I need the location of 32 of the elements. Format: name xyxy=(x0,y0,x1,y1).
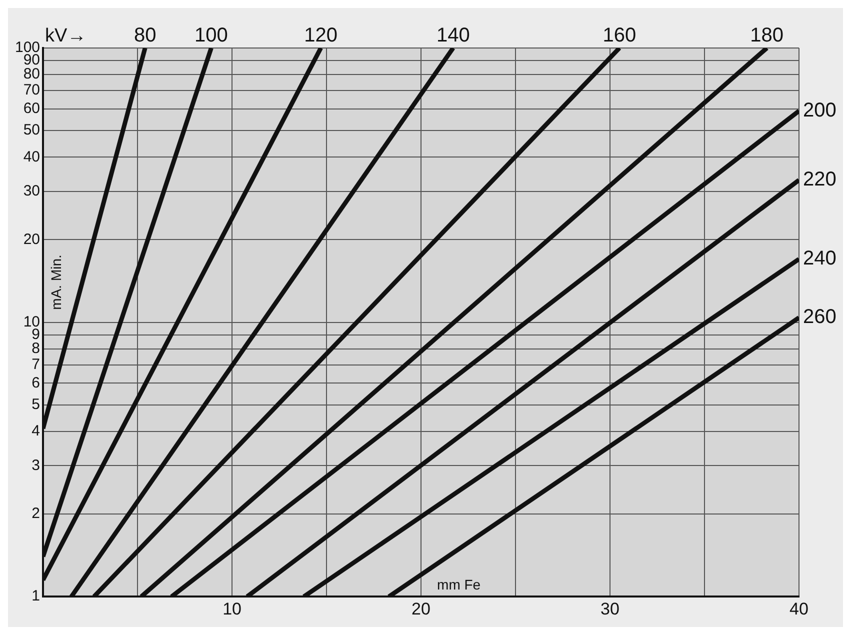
y-axis-title: mA. Min. xyxy=(48,254,64,310)
x-tick-label: 30 xyxy=(600,599,620,618)
y-tick-label: 2 xyxy=(32,505,40,522)
series-label: 220 xyxy=(803,168,836,191)
series-label: 200 xyxy=(803,99,836,122)
y-tick-label: 20 xyxy=(23,230,40,248)
series-label: 160 xyxy=(602,24,636,47)
series-label: 100 xyxy=(194,24,228,47)
y-tick-label: 70 xyxy=(23,82,40,99)
y-tick-label: 40 xyxy=(23,148,40,166)
y-tick-label: 3 xyxy=(32,456,40,474)
y-tick-label: 30 xyxy=(23,182,40,200)
y-tick-label: 8 xyxy=(32,340,40,358)
x-tick-label: 10 xyxy=(222,599,242,618)
y-tick-label: 50 xyxy=(23,122,40,139)
series-label: 260 xyxy=(803,306,836,328)
series-label: 140 xyxy=(436,24,470,47)
y-tick-label: 5 xyxy=(32,396,40,414)
x-axis-title: mm Fe xyxy=(437,576,481,592)
series-label: 240 xyxy=(803,248,836,270)
y-tick-label: 7 xyxy=(32,356,40,373)
y-tick-label: 9 xyxy=(32,326,40,343)
y-tick-label: 60 xyxy=(23,100,40,117)
series-label: 120 xyxy=(304,24,338,47)
y-tick-label: 4 xyxy=(32,422,40,440)
x-tick-label: 20 xyxy=(412,599,430,618)
text: kV→ xyxy=(45,26,86,47)
series-label: 80 xyxy=(134,24,156,47)
series-label: 180 xyxy=(750,24,784,47)
y-tick-label: 1 xyxy=(32,588,40,605)
x-tick-label: 40 xyxy=(790,599,808,618)
y-tick-label: 6 xyxy=(32,374,40,392)
